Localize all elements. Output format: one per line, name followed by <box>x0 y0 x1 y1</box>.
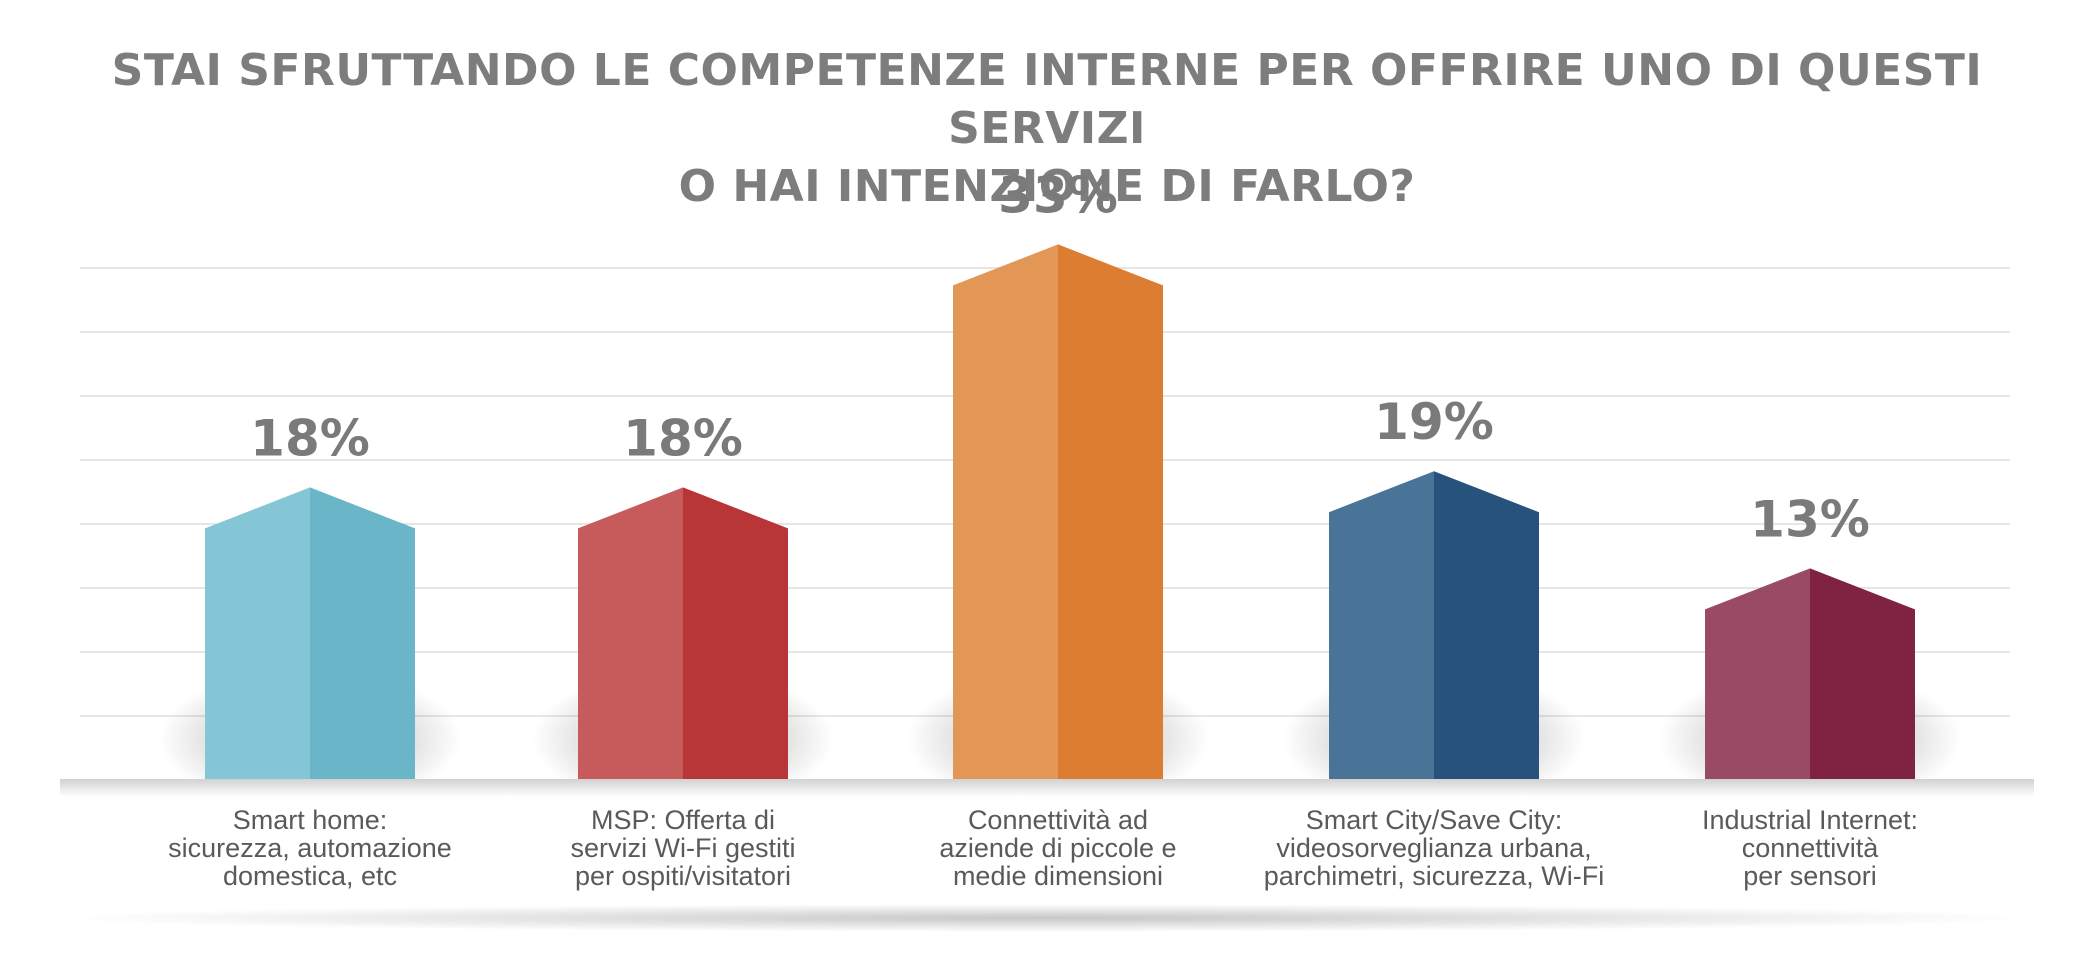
chart-title: STAI SFRUTTANDO LE COMPETENZE INTERNE PE… <box>40 42 2054 216</box>
category-label: Smart City/Save City: videosorveglianza … <box>1263 805 1605 891</box>
bar-5 <box>1705 568 1915 779</box>
bar-2 <box>578 487 788 779</box>
bar-face-light <box>1329 471 1434 779</box>
bars <box>205 244 1915 779</box>
bar-face-dark <box>1810 568 1915 779</box>
value-label: 33% <box>998 166 1118 224</box>
category-label: Connettività ad aziende di piccole e med… <box>939 805 1177 891</box>
value-label: 18% <box>250 409 370 467</box>
bar-face-dark <box>1434 471 1539 779</box>
bar-1 <box>205 487 415 779</box>
bar-face-light <box>578 487 683 779</box>
bar-face-dark <box>683 487 788 779</box>
value-label: 18% <box>623 409 743 467</box>
chart-title-line-1: STAI SFRUTTANDO LE COMPETENZE INTERNE PE… <box>111 45 1983 154</box>
bar-face-dark <box>1058 244 1163 779</box>
bar-face-light <box>205 487 310 779</box>
bar-face-light <box>1705 568 1810 779</box>
bar-face-dark <box>310 487 415 779</box>
shelf-bottom-shadow <box>57 904 2037 932</box>
category-label: MSP: Offerta di servizi Wi-Fi gestiti pe… <box>570 805 796 891</box>
chart-title-line-2: O HAI INTENZIONE DI FARLO? <box>678 161 1416 212</box>
bar-face-light <box>953 244 1058 779</box>
value-labels: 18% 18% 33% 19% 13% <box>250 166 1870 548</box>
bar-3 <box>953 244 1163 779</box>
value-label: 19% <box>1374 393 1494 451</box>
value-label: 13% <box>1750 490 1870 548</box>
category-label: Industrial Internet: connettività per se… <box>1701 805 1919 891</box>
shelf <box>60 779 2034 909</box>
bar-4 <box>1329 471 1539 779</box>
baseline-shelf <box>57 779 2037 932</box>
category-label: Smart home: sicurezza, automazione domes… <box>168 805 452 891</box>
shelf-top-shadow <box>60 779 2034 797</box>
